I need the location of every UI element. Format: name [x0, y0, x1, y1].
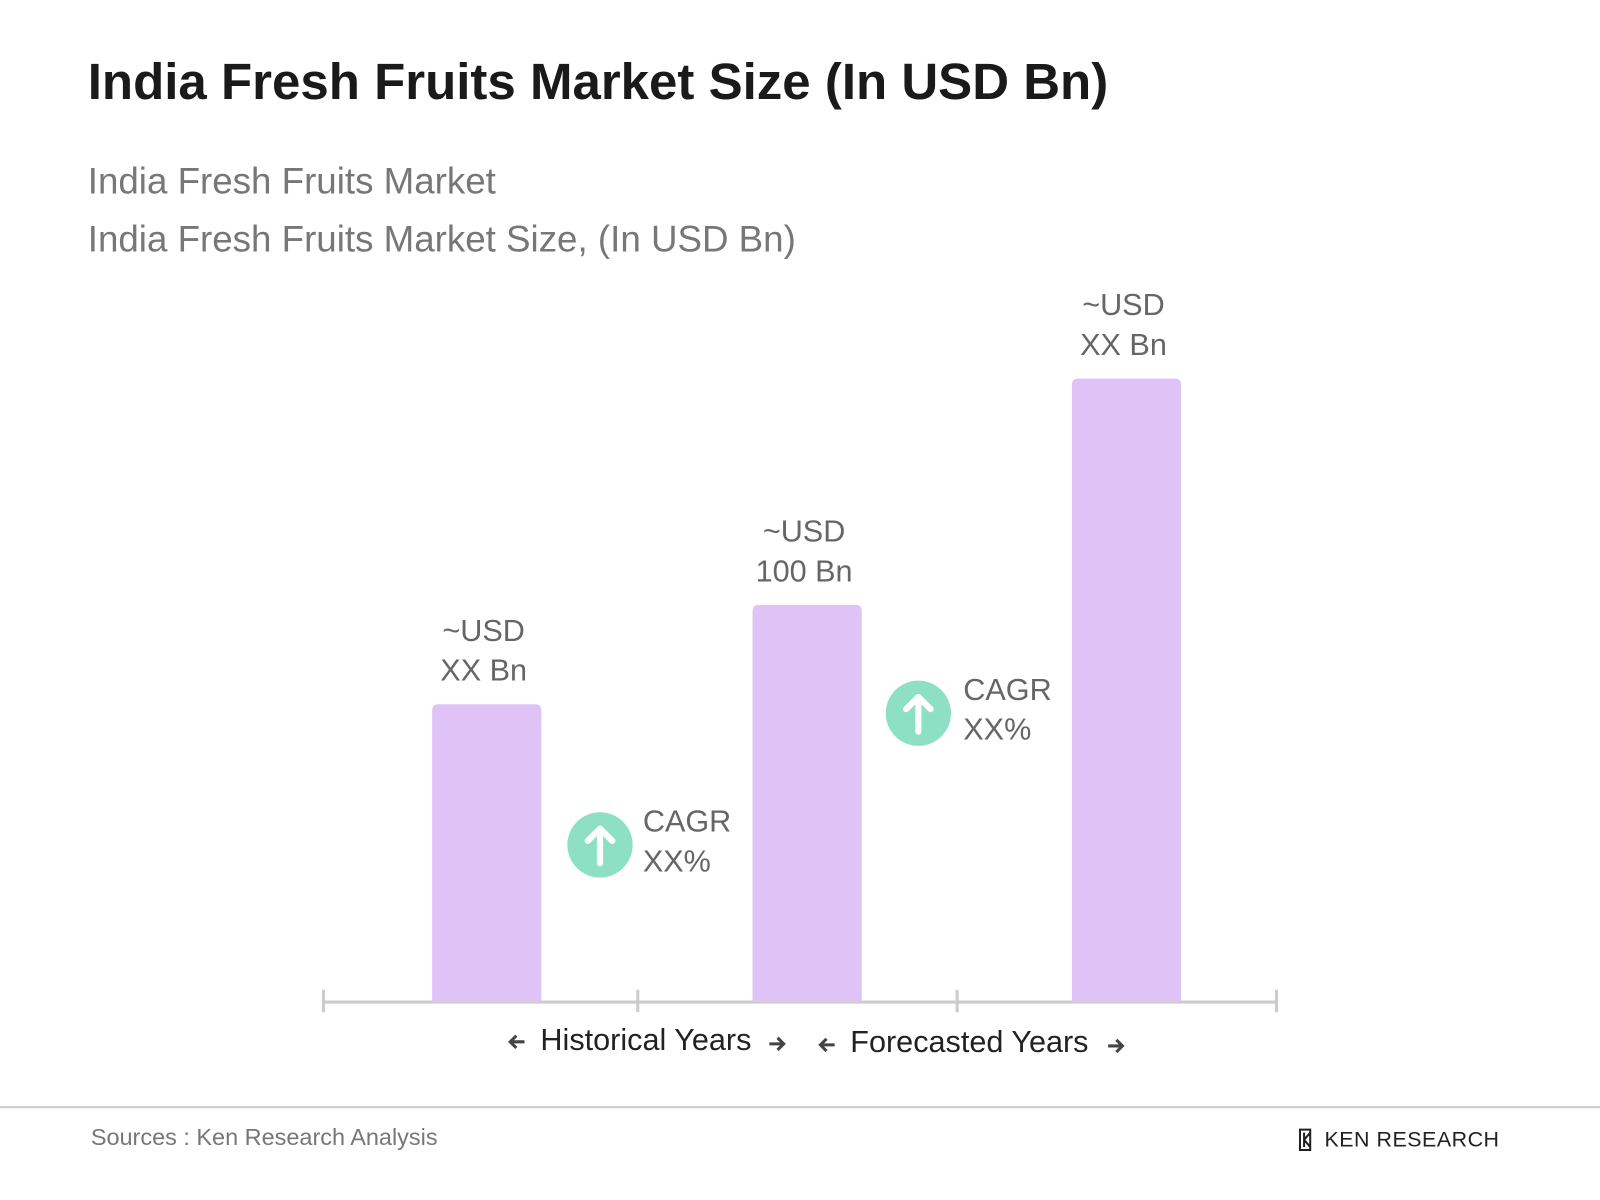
logo-icon [1298, 1128, 1312, 1152]
subtitle: India Fresh Fruits Market Size, (In USD … [88, 219, 796, 260]
value-label: ~USD [763, 515, 846, 549]
value-label: XX Bn [440, 654, 527, 688]
period-arrows [508, 1034, 1125, 1054]
bar [1071, 378, 1182, 1003]
chart-title: India Fresh Fruits Market Size (In USD B… [88, 53, 1108, 110]
cagr-label: CAGR [963, 673, 1051, 707]
value-label: 100 Bn [756, 554, 853, 588]
bar [752, 604, 862, 1003]
source: Sources : Ken Research Analysis [91, 1124, 438, 1150]
value-label: ~USD [442, 614, 525, 648]
cagr-label: XX% [963, 713, 1031, 747]
cagr-arrow [903, 693, 934, 735]
subtitle: India Fresh Fruits Market [88, 160, 496, 201]
period-label: Forecasted Years [850, 1025, 1088, 1059]
value-label: XX Bn [1080, 328, 1167, 362]
bar [432, 704, 542, 1003]
cagr-label: CAGR [643, 805, 731, 839]
logo: KEN RESEARCH [1324, 1127, 1499, 1151]
cagr-label: XX% [643, 844, 711, 878]
cagr-arrow [584, 825, 616, 867]
value-label: ~USD [1082, 288, 1165, 322]
period-label: Historical Years [540, 1023, 751, 1057]
